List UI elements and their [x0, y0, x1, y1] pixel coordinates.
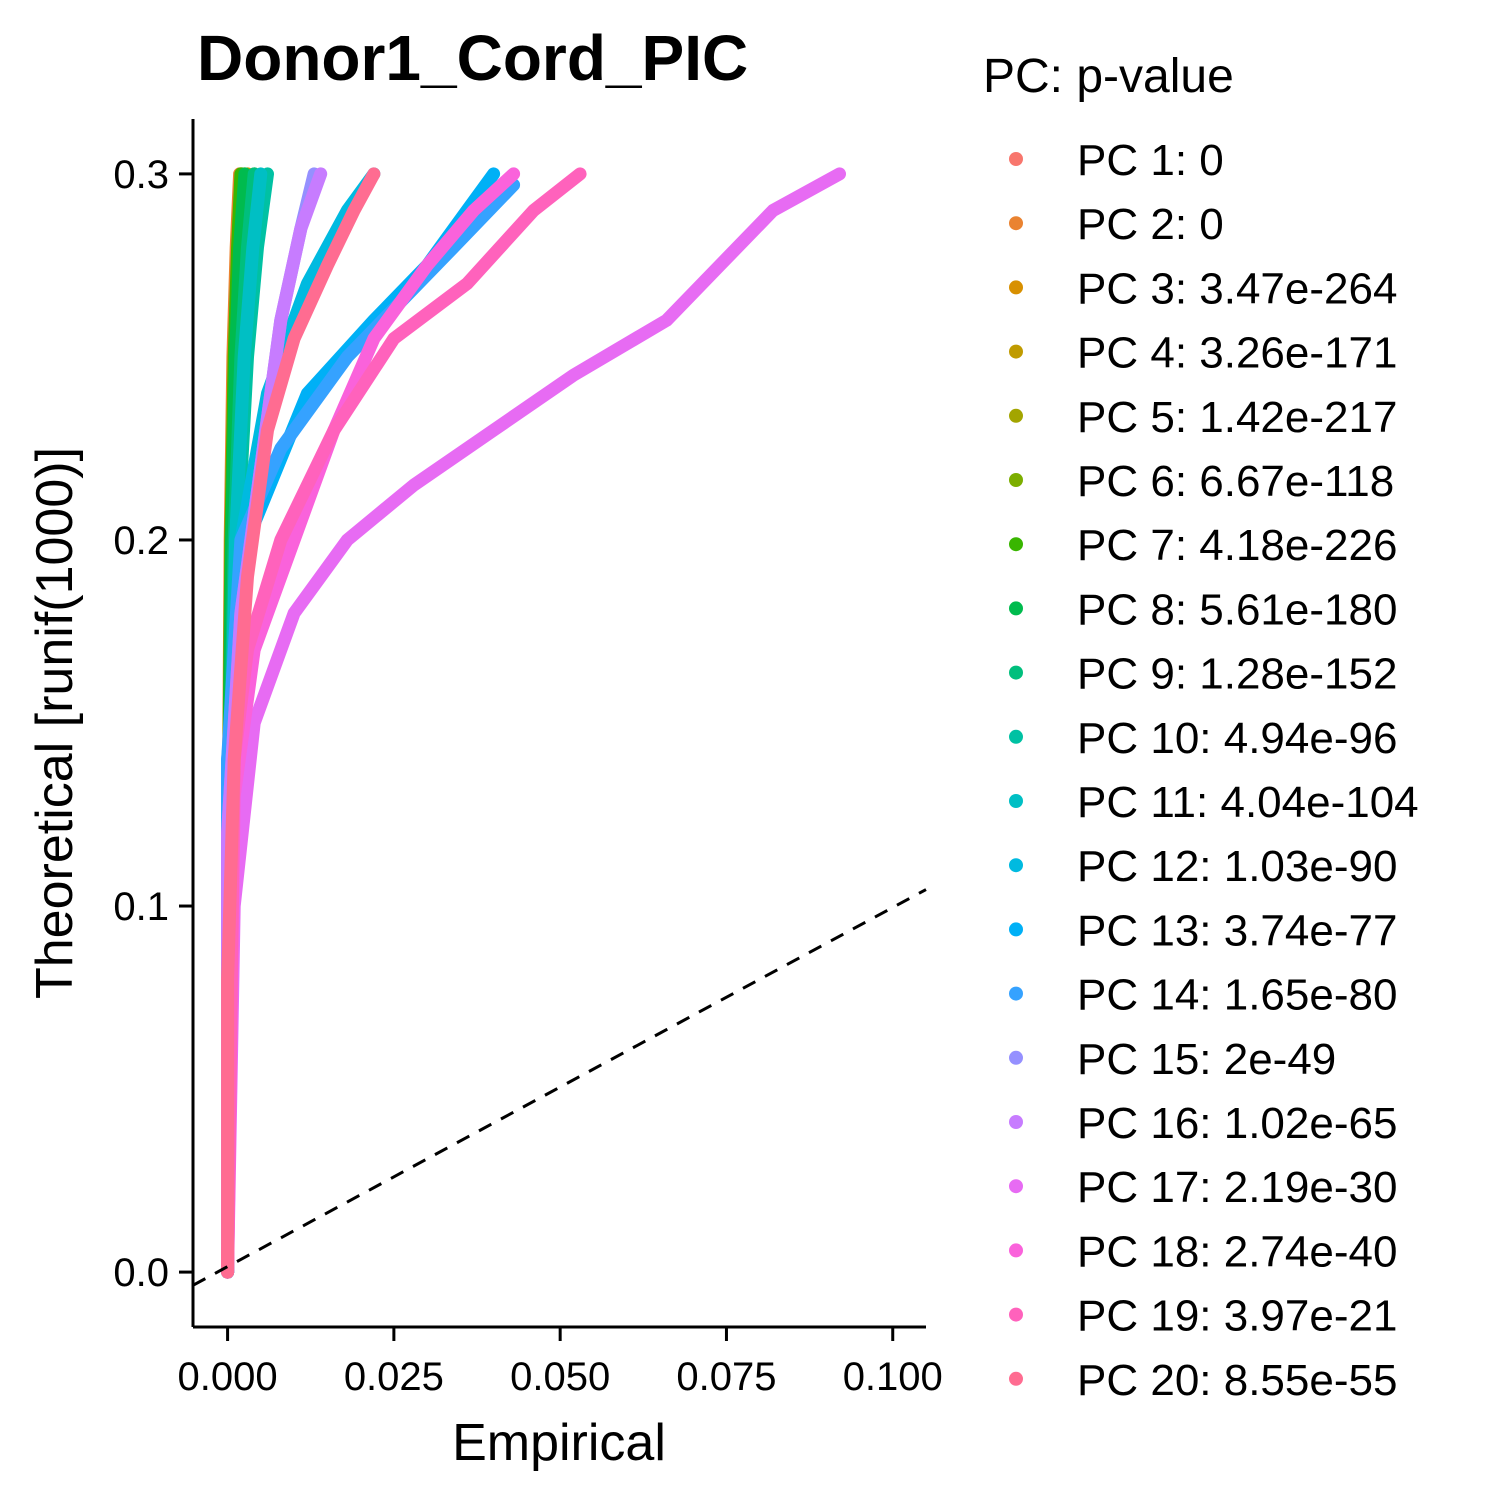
legend-key-pc-12	[1009, 858, 1023, 873]
x-tick-label: 0.050	[510, 1355, 610, 1399]
legend-label-pc-14: PC 14: 1.65e-80	[1077, 971, 1397, 1020]
legend-label-pc-19: PC 19: 3.97e-21	[1077, 1292, 1397, 1341]
legend-key-pc-13	[1009, 922, 1023, 937]
x-tick-label: 0.075	[676, 1355, 776, 1399]
reference-line-group	[192, 888, 927, 1287]
legend-key-pc-4	[1009, 344, 1023, 359]
legend-label-pc-20: PC 20: 8.55e-55	[1077, 1356, 1397, 1405]
y-tick-label: 0.0	[113, 1251, 169, 1295]
legend-label-pc-16: PC 16: 1.02e-65	[1077, 1099, 1397, 1148]
legend-label-pc-4: PC 4: 3.26e-171	[1077, 329, 1397, 378]
reference-diagonal-line	[192, 888, 927, 1287]
legend-label-pc-13: PC 13: 3.74e-77	[1077, 906, 1397, 955]
y-tick-label: 0.1	[113, 885, 169, 929]
legend-label-pc-3: PC 3: 3.47e-264	[1077, 264, 1397, 313]
legend-key-pc-14	[1009, 986, 1023, 1001]
legend-key-pc-8	[1009, 601, 1023, 616]
series-line-pc-20	[221, 167, 381, 1279]
x-tick-label: 0.025	[344, 1355, 444, 1399]
legend-key-pc-2	[1009, 216, 1023, 231]
legend-key-pc-5	[1009, 408, 1023, 423]
x-axis-title: Empirical	[452, 1414, 666, 1472]
series-line-pc-17	[221, 167, 846, 1279]
legend-label-pc-11: PC 11: 4.04e-104	[1077, 778, 1419, 827]
legend-key-pc-20	[1009, 1371, 1023, 1386]
legend-key-pc-19	[1009, 1307, 1023, 1322]
legend-key-pc-11	[1009, 794, 1023, 808]
legend-key-pc-18	[1009, 1243, 1023, 1258]
chart-title: Donor1_Cord_PIC	[197, 22, 748, 94]
legend-key-pc-15	[1009, 1050, 1023, 1065]
legend-key-pc-3	[1009, 280, 1023, 295]
legend: PC 1: 0 PC 2: 0 PC 3: 3.47e-264 PC 4: 3.26e…	[1009, 136, 1419, 1405]
series-group	[221, 167, 846, 1279]
legend-key-pc-10	[1009, 729, 1023, 744]
legend-key-pc-16	[1009, 1115, 1023, 1129]
y-axis-ticks: 0.0 0.1 0.2 0.3	[113, 153, 193, 1295]
legend-label-pc-9: PC 9: 1.28e-152	[1077, 650, 1397, 699]
legend-label-pc-7: PC 7: 4.18e-226	[1077, 521, 1397, 570]
legend-key-pc-1	[1009, 152, 1023, 166]
legend-label-pc-18: PC 18: 2.74e-40	[1077, 1227, 1397, 1276]
y-tick-label: 0.3	[113, 153, 169, 197]
legend-label-pc-2: PC 2: 0	[1077, 200, 1224, 249]
legend-label-pc-12: PC 12: 1.03e-90	[1077, 842, 1397, 891]
series-line-pc-18	[221, 167, 521, 1279]
legend-key-pc-17	[1009, 1179, 1023, 1194]
y-axis-title: Theoretical [runif(1000)]	[26, 447, 84, 999]
legend-key-pc-7	[1009, 537, 1023, 552]
legend-key-pc-9	[1009, 665, 1023, 680]
legend-key-pc-6	[1009, 473, 1023, 487]
legend-label-pc-1: PC 1: 0	[1077, 136, 1224, 185]
legend-label-pc-5: PC 5: 1.42e-217	[1077, 393, 1397, 442]
x-tick-label: 0.100	[843, 1355, 943, 1399]
x-tick-label: 0.000	[178, 1355, 278, 1399]
y-tick-label: 0.2	[113, 519, 169, 563]
legend-label-pc-15: PC 15: 2e-49	[1077, 1035, 1336, 1084]
legend-title: PC: p-value	[983, 50, 1234, 103]
legend-label-pc-6: PC 6: 6.67e-118	[1077, 457, 1394, 506]
legend-label-pc-10: PC 10: 4.94e-96	[1077, 714, 1397, 763]
x-axis-ticks: 0.000 0.025 0.050 0.075 0.100	[178, 1327, 943, 1399]
legend-label-pc-17: PC 17: 2.19e-30	[1077, 1163, 1397, 1212]
legend-label-pc-8: PC 8: 5.61e-180	[1077, 585, 1397, 634]
